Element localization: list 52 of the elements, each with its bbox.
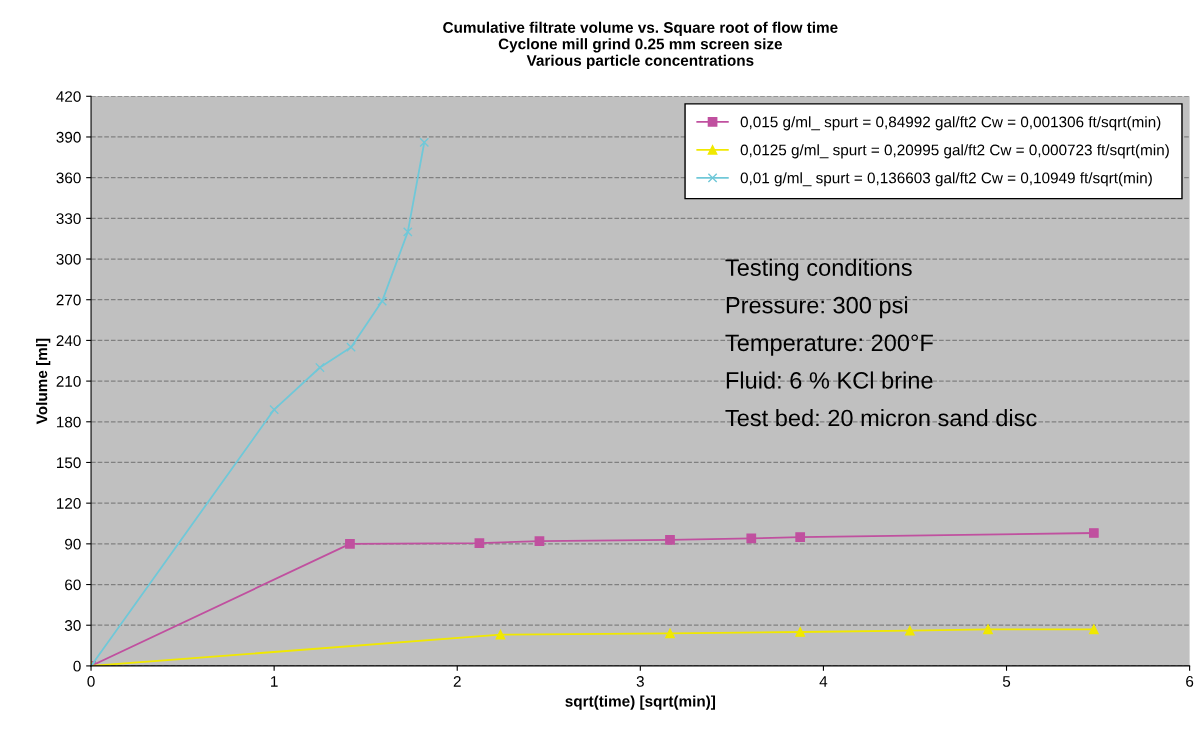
x-tick-label: 1 xyxy=(271,676,278,687)
x-axis-title: sqrt(time) [sqrt(min)] xyxy=(565,695,716,710)
legend-label: 0,0125 g/ml_ spurt = 0,20995 gal/ft2 Cw = 0,000723 ft/sqrt(min) xyxy=(740,144,1169,159)
point xyxy=(495,629,506,640)
annotation: Temperature: 200°F xyxy=(725,334,933,356)
point xyxy=(1088,624,1099,635)
legend-label: 0,01 g/ml_ spurt = 0,136603 gal/ft2 Cw = 0,10949 ft/sqrt(min) xyxy=(740,172,1152,187)
point xyxy=(474,538,485,549)
x-tick-label: 0 xyxy=(87,676,95,687)
y-tick-label: 390 xyxy=(56,131,81,143)
y-tick-label: 60 xyxy=(65,579,81,591)
annotation: Pressure: 300 psi xyxy=(726,296,908,319)
y-tick-label: 30 xyxy=(64,620,81,631)
point xyxy=(904,625,915,636)
point xyxy=(795,627,806,637)
x-tick-label: 4 xyxy=(819,676,828,687)
point xyxy=(377,296,388,306)
annotation: Testing conditions xyxy=(725,258,912,281)
x-tick-label: 5 xyxy=(1002,676,1011,687)
point xyxy=(269,404,280,415)
y-tick-label: 180 xyxy=(57,416,81,428)
y-tick-label: 0 xyxy=(73,660,81,672)
y-tick-label: 150 xyxy=(57,457,81,469)
point xyxy=(346,342,356,353)
point xyxy=(419,137,430,148)
point xyxy=(345,538,355,549)
point xyxy=(315,362,325,373)
x-tick-label: 6 xyxy=(1186,676,1194,687)
point xyxy=(665,534,675,545)
point xyxy=(746,533,757,544)
x-tick-label: 2 xyxy=(453,676,461,687)
point xyxy=(795,532,806,542)
annotation: Fluid: 6 % KCl brine xyxy=(726,371,933,389)
y-tick-label: 120 xyxy=(57,498,81,509)
y-tick-label: 240 xyxy=(56,335,81,347)
y-tick-label: 420 xyxy=(56,91,81,102)
point xyxy=(1088,528,1099,538)
y-tick-label: 300 xyxy=(56,253,81,265)
y-axis-title: Volume [ml] xyxy=(36,338,51,425)
y-tick-label: 360 xyxy=(56,172,81,184)
point xyxy=(983,624,993,635)
y-tick-label: 90 xyxy=(65,538,81,550)
point xyxy=(402,227,413,237)
y-tick-label: 270 xyxy=(56,294,81,306)
y-tick-label: 330 xyxy=(56,213,81,225)
legend-label: 0,015 g/ml_ spurt = 0,84992 gal/ft2 Cw = 0,001306 ft/sqrt(min) xyxy=(740,116,1161,131)
y-tick-label: 210 xyxy=(56,375,81,387)
point xyxy=(665,628,675,639)
chart-title: Cumulative filtrate volume vs. Square root of flow time Cyclone mill grind 0.25 mm screen size Various particle concentrations xyxy=(443,21,838,69)
annotation: Test bed: 20 micron sand disc xyxy=(725,409,1037,427)
point xyxy=(534,536,545,546)
x-tick-label: 3 xyxy=(636,676,644,687)
